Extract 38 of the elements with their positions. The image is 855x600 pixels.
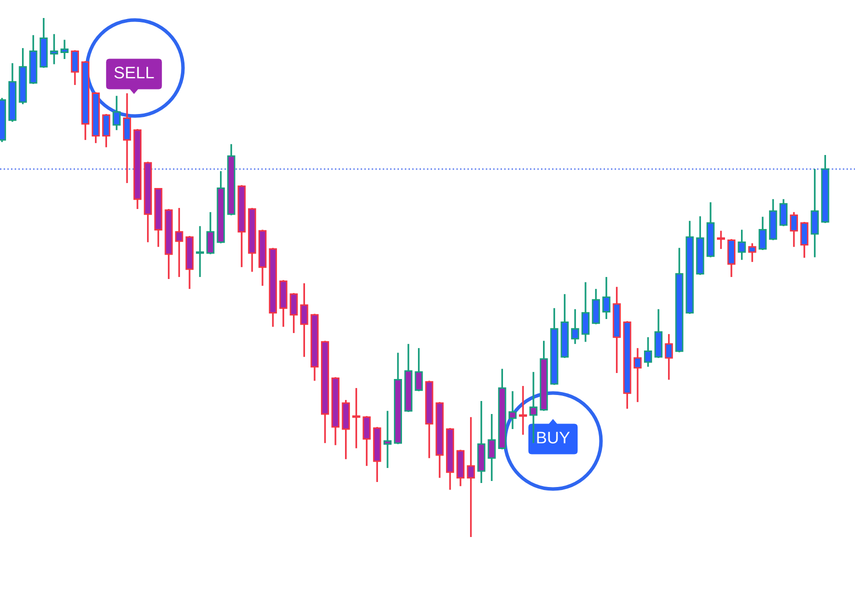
candlestick xyxy=(727,238,736,278)
candlestick xyxy=(644,336,652,368)
candlestick xyxy=(779,198,788,227)
candlestick xyxy=(716,230,726,250)
candlestick xyxy=(290,292,298,334)
candlestick xyxy=(602,276,610,320)
annotation: BUY xyxy=(537,432,570,444)
candlestick xyxy=(810,168,819,258)
candlestick xyxy=(518,385,528,436)
candlestick xyxy=(384,410,392,469)
candlestick xyxy=(748,242,756,263)
candlestick xyxy=(529,371,538,444)
candlestick xyxy=(571,308,580,345)
candlestick xyxy=(60,38,69,60)
candlestick xyxy=(508,390,517,430)
candlestick xyxy=(414,347,423,392)
candlestick xyxy=(738,228,746,261)
candlestick xyxy=(352,387,360,450)
candlestick xyxy=(300,282,308,358)
candlestick xyxy=(196,225,204,278)
candlestick xyxy=(362,415,371,467)
candlestick xyxy=(50,33,58,66)
candlestick xyxy=(488,413,496,482)
candlestick xyxy=(581,281,590,343)
candlestick xyxy=(634,347,642,403)
candlestick xyxy=(70,49,79,86)
candlestick xyxy=(466,416,475,538)
candlestick xyxy=(592,288,600,326)
candlestick xyxy=(664,333,673,381)
candlestick xyxy=(102,113,110,148)
candlestick xyxy=(123,92,132,184)
candlestick xyxy=(790,211,798,248)
candlestick xyxy=(175,207,184,278)
candlestick xyxy=(112,95,121,131)
annotation: SELL xyxy=(114,66,154,78)
candlestick xyxy=(800,221,808,259)
candlestick xyxy=(206,211,214,255)
candlestick xyxy=(758,216,767,251)
